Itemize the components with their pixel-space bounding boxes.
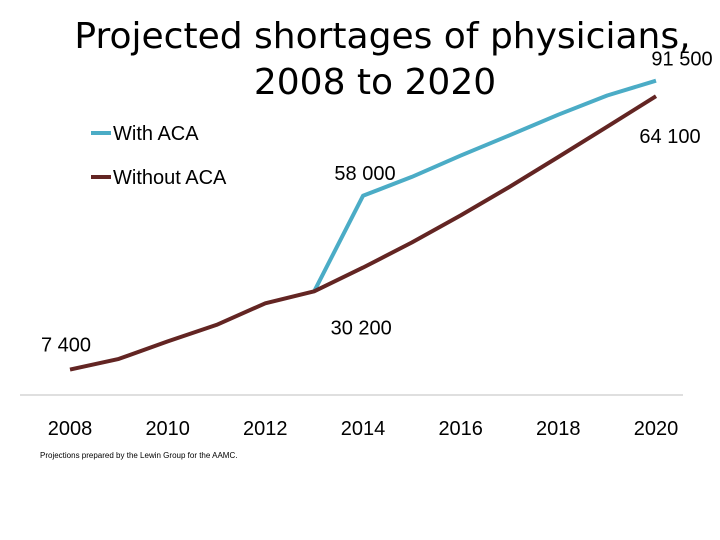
x-tick-label-2012: 2012 [243, 418, 288, 440]
x-tick-label-2020: 2020 [634, 418, 679, 440]
data-label-58-000: 58 000 [334, 163, 395, 185]
chart-title-line-1: Projected shortages of physicians, [74, 16, 691, 57]
x-tick-label-2018: 2018 [536, 418, 581, 440]
series-line-without-aca [69, 94, 658, 372]
data-label-7-400: 7 400 [41, 335, 91, 357]
x-tick-label-2008: 2008 [48, 418, 93, 440]
x-tick-label-2016: 2016 [438, 418, 483, 440]
legend-label-with-aca: With ACA [113, 123, 199, 145]
data-label-30-200: 30 200 [331, 317, 392, 339]
chart-title-line-2: 2008 to 2020 [253, 62, 497, 103]
x-tick-label-2014: 2014 [341, 418, 386, 440]
data-labels: 91 500 58 000 64 100 30 200 7 400 [41, 49, 713, 357]
series-line-with-aca [312, 78, 657, 293]
data-label-64-100: 64 100 [639, 126, 700, 148]
x-tick-label-2010: 2010 [145, 418, 190, 440]
legend-label-without-aca: Without ACA [113, 167, 227, 189]
source-note: Projections prepared by the Lewin Group … [40, 451, 238, 460]
data-label-91-500: 91 500 [651, 49, 712, 71]
x-tick-labels: 2008 2010 2012 2014 2016 2018 2020 [48, 418, 679, 440]
series-layer [69, 78, 658, 372]
legend: With ACA Without ACA [91, 123, 227, 189]
chart-title: Projected shortages of physicians, 2008 … [0, 14, 720, 106]
